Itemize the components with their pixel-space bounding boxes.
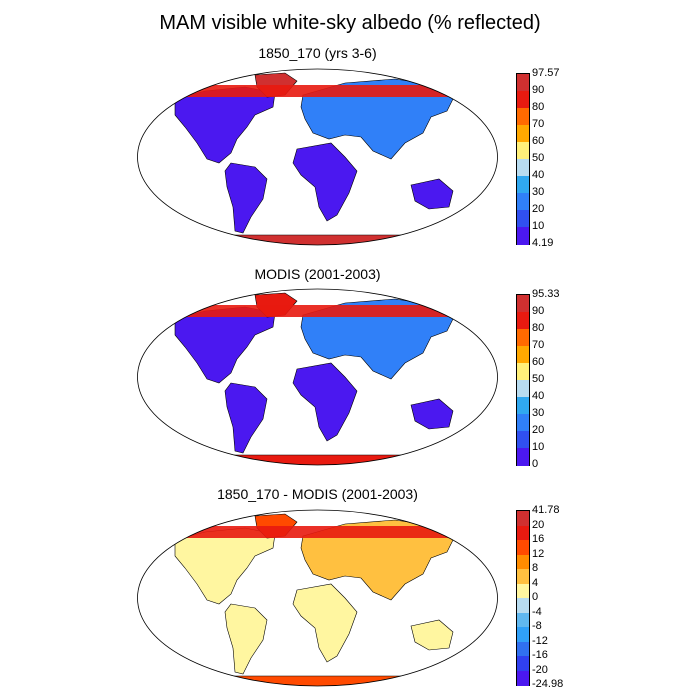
panel-1-title: 1850_170 (yrs 3-6) <box>258 45 377 61</box>
colorbar-segment <box>517 380 529 398</box>
colorbar-tick-label: 16 <box>532 533 545 545</box>
colorbar-tick-label: 60 <box>532 135 545 147</box>
colorbar-tick-label: 41.78 <box>532 504 560 516</box>
colorbar-segment <box>517 227 529 245</box>
colorbar-tick-label: 50 <box>532 373 545 385</box>
colorbar-tick-label: 12 <box>532 547 545 560</box>
colorbar-segment <box>517 210 529 228</box>
region-southAmerica <box>224 382 268 454</box>
panel-2-colorbar <box>516 294 530 466</box>
colorbar-segment <box>517 108 529 126</box>
colorbar-segment <box>517 397 529 415</box>
high-latitude-band <box>175 526 455 538</box>
colorbar-segment <box>517 670 529 686</box>
colorbar-tick-label: 40 <box>532 390 545 402</box>
colorbar-segment <box>517 176 529 194</box>
colorbar-segment <box>517 346 529 364</box>
colorbar-segment <box>517 641 529 657</box>
high-latitude-band <box>175 305 455 317</box>
colorbar-segment <box>517 295 529 313</box>
colorbar-segment <box>517 511 529 526</box>
colorbar-tick-label: 95.33 <box>532 288 560 300</box>
colorbar-segment <box>517 612 529 628</box>
panel-3-title: 1850_170 - MODIS (2001-2003) <box>217 486 418 502</box>
panel-1-map <box>137 68 498 246</box>
colorbar-tick-label: 10 <box>532 220 545 232</box>
colorbar-tick-label: 70 <box>532 118 545 130</box>
colorbar-segment <box>517 431 529 449</box>
region-southAmerica <box>224 603 268 675</box>
colorbar-segment <box>517 159 529 177</box>
colorbar-tick-label: 30 <box>532 186 545 198</box>
panel-3-colorbar <box>516 510 530 686</box>
map-border <box>137 288 498 466</box>
colorbar-tick-label: 70 <box>532 339 545 351</box>
colorbar-tick-label: 4 <box>532 576 539 589</box>
region-australia <box>410 398 454 430</box>
colorbar-segment <box>517 448 529 466</box>
region-africa <box>292 362 358 442</box>
colorbar-tick-label: -12 <box>532 634 548 647</box>
colorbar-tick-label: 20 <box>532 518 545 531</box>
colorbar-tick-label: 20 <box>532 424 545 436</box>
colorbar-segment <box>517 91 529 109</box>
colorbar-tick-label: 60 <box>532 356 545 368</box>
colorbar-segment <box>517 74 529 92</box>
colorbar-segment <box>517 656 529 671</box>
region-australia <box>410 178 454 210</box>
colorbar-tick-label: 10 <box>532 441 545 453</box>
colorbar-tick-label: 97.57 <box>532 67 560 79</box>
colorbar-tick-label: 50 <box>532 152 545 164</box>
colorbar-tick-label: -8 <box>532 620 542 632</box>
colorbar-tick-label: -16 <box>532 649 548 661</box>
colorbar-segment <box>517 627 529 642</box>
colorbar-segment <box>517 142 529 160</box>
region-africa <box>292 583 358 663</box>
colorbar-tick-label: -4 <box>532 605 542 618</box>
colorbar-tick-label: 90 <box>532 84 545 96</box>
colorbar-segment <box>517 193 529 211</box>
high-latitude-band <box>175 85 455 97</box>
colorbar-segment <box>517 569 529 584</box>
colorbar-segment <box>517 125 529 143</box>
colorbar-tick-label: 0 <box>532 591 539 603</box>
main-title: MAM visible white-sky albedo (% reflecte… <box>159 12 541 34</box>
colorbar-segment <box>517 525 529 541</box>
colorbar-segment <box>517 598 529 613</box>
colorbar-tick-label: 40 <box>532 169 545 181</box>
colorbar-tick-label: 80 <box>532 101 545 113</box>
panel-3-map <box>137 509 498 687</box>
map-border <box>137 509 498 687</box>
colorbar-tick-label: 30 <box>532 407 545 419</box>
colorbar-tick-label: 80 <box>532 322 545 334</box>
colorbar-tick-label: 0 <box>532 458 539 470</box>
colorbar-tick-label: -20 <box>532 663 548 676</box>
region-africa <box>292 142 358 222</box>
colorbar-segment <box>517 583 529 599</box>
region-australia <box>410 619 454 651</box>
panel-1-colorbar <box>516 73 530 245</box>
colorbar-segment <box>517 363 529 381</box>
colorbar-tick-label: 90 <box>532 305 545 317</box>
colorbar-segment <box>517 312 529 330</box>
colorbar-segment <box>517 329 529 347</box>
colorbar-tick-label: 4.19 <box>532 237 554 249</box>
region-southAmerica <box>224 162 268 234</box>
colorbar-segment <box>517 414 529 432</box>
colorbar-tick-label: -24.98 <box>532 678 564 690</box>
map-border <box>137 68 498 246</box>
panel-2-title: MODIS (2001-2003) <box>254 266 381 282</box>
colorbar-segment <box>517 540 529 555</box>
panel-2-map <box>137 288 498 466</box>
colorbar-tick-label: 20 <box>532 203 545 215</box>
colorbar-tick-label: 8 <box>532 562 539 574</box>
colorbar-segment <box>517 554 529 570</box>
